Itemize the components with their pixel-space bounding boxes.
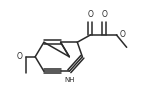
Text: NH: NH [64, 77, 75, 83]
Text: O: O [101, 10, 107, 19]
Text: O: O [87, 10, 93, 19]
Text: O: O [17, 52, 23, 61]
Text: O: O [119, 30, 125, 39]
